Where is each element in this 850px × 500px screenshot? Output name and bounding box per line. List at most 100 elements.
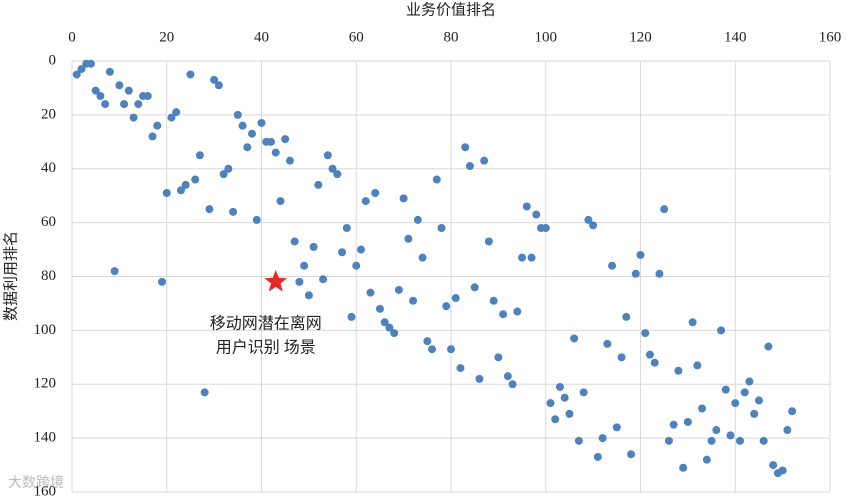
point — [461, 143, 470, 152]
y-tick-label: 160 — [34, 483, 57, 499]
y-tick-label: 80 — [41, 268, 56, 284]
point — [224, 164, 233, 173]
point — [271, 148, 280, 157]
point — [712, 426, 721, 435]
point — [375, 304, 384, 313]
y-tick-label: 100 — [34, 322, 57, 338]
point — [778, 466, 787, 475]
point — [489, 296, 498, 305]
point — [527, 253, 536, 262]
point — [295, 277, 304, 286]
point — [740, 388, 749, 397]
x-tick-label: 140 — [724, 29, 747, 45]
point — [451, 294, 460, 303]
point — [437, 224, 446, 233]
point — [323, 151, 332, 160]
point — [636, 250, 645, 259]
point — [447, 345, 455, 354]
point — [129, 113, 138, 122]
point — [338, 248, 347, 257]
point — [631, 269, 640, 278]
watermark: 大数跨境 — [8, 475, 64, 491]
point — [750, 409, 759, 418]
point — [352, 261, 361, 270]
point — [91, 86, 100, 95]
point — [110, 267, 119, 276]
y-tick-label: 0 — [49, 52, 57, 68]
point — [210, 75, 219, 84]
point — [394, 285, 403, 294]
point — [347, 312, 356, 321]
point — [162, 188, 171, 197]
chart-title: 业务价值排名 — [406, 1, 496, 18]
point — [158, 277, 167, 286]
point — [783, 426, 792, 435]
point — [717, 326, 726, 335]
y-axis-label: 数据利用排名 — [2, 231, 19, 321]
point — [702, 455, 711, 464]
point — [191, 175, 200, 184]
point — [428, 345, 437, 354]
point — [361, 197, 370, 206]
point — [475, 374, 484, 383]
point — [627, 450, 636, 459]
x-tick-label: 100 — [535, 29, 558, 45]
point — [565, 409, 574, 418]
point — [754, 396, 763, 405]
y-tick-label: 40 — [41, 160, 56, 176]
point — [248, 129, 257, 138]
point — [101, 100, 110, 109]
point — [266, 137, 275, 146]
point — [77, 65, 86, 74]
point — [721, 385, 730, 394]
point — [612, 423, 621, 432]
point — [328, 164, 337, 173]
point — [356, 245, 365, 254]
point — [669, 420, 678, 429]
point — [181, 180, 190, 189]
point — [664, 436, 673, 445]
point — [726, 431, 735, 440]
x-tick-label: 160 — [819, 29, 842, 45]
point — [470, 283, 479, 292]
point — [593, 452, 602, 461]
point — [172, 108, 181, 117]
point — [442, 302, 451, 311]
point — [404, 234, 413, 243]
point — [423, 337, 432, 346]
point — [120, 100, 129, 109]
point — [238, 121, 247, 130]
point — [418, 253, 427, 262]
point — [608, 261, 617, 270]
point — [688, 318, 697, 327]
annotation: 用户识别 场景 — [216, 339, 316, 357]
point — [86, 59, 95, 68]
point — [186, 70, 195, 79]
point — [484, 237, 493, 246]
point — [764, 342, 773, 351]
point — [143, 92, 152, 101]
point — [584, 215, 593, 224]
point — [409, 296, 418, 305]
x-tick-label: 80 — [444, 29, 459, 45]
point — [570, 334, 579, 343]
point — [309, 242, 318, 251]
point — [413, 215, 422, 224]
x-tick-label: 0 — [68, 29, 76, 45]
point — [304, 291, 313, 300]
point — [731, 399, 740, 408]
point — [281, 135, 290, 144]
point — [233, 110, 242, 119]
point — [674, 366, 683, 375]
annotation: 移动网潜在离网 — [210, 315, 322, 333]
y-tick-label: 120 — [34, 376, 57, 392]
point — [707, 436, 716, 445]
point — [257, 118, 266, 127]
point — [399, 194, 408, 203]
point — [660, 205, 669, 214]
point — [645, 350, 654, 359]
point — [148, 132, 157, 141]
y-tick-label: 140 — [34, 430, 57, 446]
point — [769, 461, 778, 470]
point — [735, 436, 744, 445]
